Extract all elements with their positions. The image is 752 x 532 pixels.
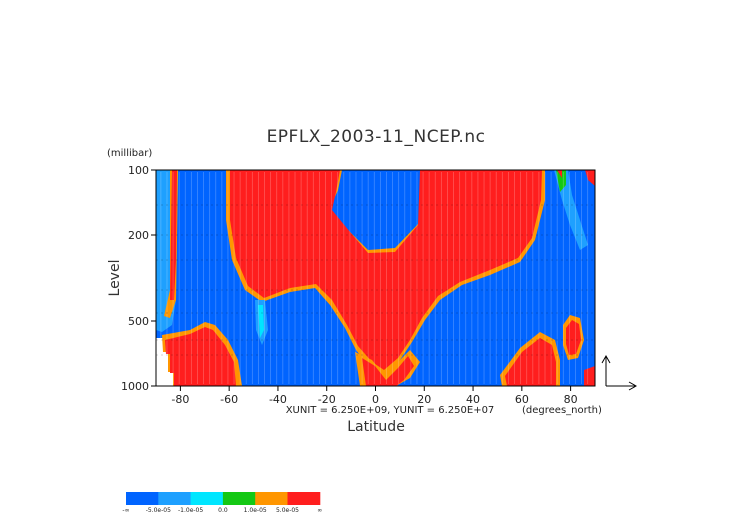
- y-axis-label: Level: [107, 260, 123, 297]
- field-red-ne2: [585, 170, 595, 186]
- colorbar-swatch: [158, 492, 192, 505]
- y-axis: 100 200 500 1000: [121, 164, 156, 393]
- field-red-sw: [165, 327, 236, 386]
- x-tick-label: 60: [515, 393, 529, 406]
- level-dashes: [156, 204, 595, 356]
- colorbar-label: -∞: [122, 507, 129, 514]
- colorbar-swatch: [222, 492, 256, 505]
- colorbar-swatch: [287, 492, 321, 505]
- x-tick-label: 0: [372, 393, 379, 406]
- field-red-surface: [362, 356, 414, 386]
- x-axis: -80 -60 -40 -20 0 20 40 60 80: [171, 386, 578, 406]
- field-band-ne: [554, 170, 588, 250]
- colorbar-label: 5.0e-05: [276, 507, 299, 514]
- field-green-ne: [556, 170, 566, 192]
- colorbar-swatch: [190, 492, 224, 505]
- x-tick-label: 80: [564, 393, 578, 406]
- field-red-central: [230, 170, 542, 370]
- colorbar-label: 0.0: [218, 507, 228, 514]
- colorbar: -∞ -5.0e-05 -1.0e-05 0.0 1.0e-05 5.0e-05 ∞: [122, 492, 322, 514]
- reference-vector-icon: [601, 354, 638, 391]
- colorbar-swatch: [126, 492, 159, 505]
- chart-title: EPFLX_2003-11_NCEP.nc: [267, 127, 486, 147]
- y-tick-label: 500: [128, 315, 149, 328]
- field-red-se: [505, 338, 556, 386]
- y-tick-label: 1000: [121, 380, 149, 393]
- x-tick-label: 20: [417, 393, 431, 406]
- colorbar-swatch: [255, 492, 288, 505]
- field-red-se3: [584, 366, 595, 386]
- field-red-ne: [557, 170, 562, 178]
- x-tick-label: -60: [220, 393, 238, 406]
- y-tick-label: 200: [128, 229, 149, 242]
- colorbar-label: 1.0e-05: [244, 507, 267, 514]
- field-red-left: [170, 170, 177, 300]
- colorbar-label: ∞: [317, 507, 322, 514]
- x-tick-label: 40: [466, 393, 480, 406]
- x-units-label: (degrees_north): [522, 405, 602, 416]
- field-cyan-core: [258, 305, 264, 338]
- x-tick-label: -80: [171, 393, 189, 406]
- x-axis-label: Latitude: [347, 419, 405, 435]
- colorbar-label: -5.0e-05: [146, 507, 171, 514]
- field-red-se2: [566, 320, 581, 355]
- colorbar-label: -1.0e-05: [178, 507, 203, 514]
- plot-area: [155, 169, 596, 387]
- x-tick-label: -40: [269, 393, 287, 406]
- y-units-label: (millibar): [107, 148, 152, 159]
- y-tick-label: 100: [128, 164, 149, 177]
- vector-arrows: [160, 172, 589, 384]
- vector-unit-text: XUNIT = 6.250E+09, YUNIT = 6.250E+07: [286, 405, 495, 416]
- field-missing-data: [156, 338, 173, 386]
- x-tick-label: -20: [318, 393, 336, 406]
